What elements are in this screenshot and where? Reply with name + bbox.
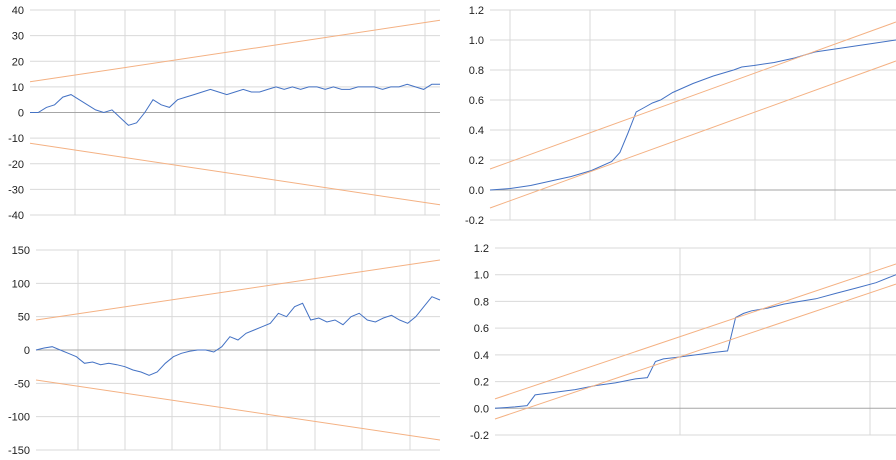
y-tick-label: 0 (18, 108, 24, 120)
y-tick-label: 0.0 (469, 185, 484, 197)
cusum-chart-top-left: 40 30 20 10 0 -10 -20 -30 -40 (8, 5, 441, 222)
y-tick-label: -10 (8, 133, 24, 145)
cusum-squares-chart-bottom-right: 1.2 1.0 0.8 0.6 0.4 0.2 0.0 -0.2 (470, 243, 896, 442)
y-tick-label: 0.8 (474, 296, 489, 308)
y-tick-label: 0 (24, 345, 30, 357)
y-tick-label: 150 (12, 245, 30, 257)
y-tick-label: -100 (8, 412, 30, 424)
y-tick-label: 1.2 (469, 5, 484, 17)
y-tick-label: -40 (8, 210, 24, 222)
y-tick-label: 0.8 (469, 65, 484, 77)
y-tick-label: 10 (12, 82, 24, 94)
lower-bound-line (489, 60, 896, 209)
y-tick-label: 1.2 (474, 243, 489, 255)
y-tick-label: -20 (8, 159, 24, 171)
y-tick-label: 30 (12, 31, 24, 43)
y-tick-label: 0.2 (469, 155, 484, 167)
y-tick-label: -30 (8, 184, 24, 196)
y-tick-label: -0.2 (465, 215, 484, 227)
series-line (494, 274, 896, 409)
series-line (30, 83, 440, 126)
series-line (35, 296, 441, 376)
y-tick-label: 0.4 (474, 350, 489, 362)
y-tick-label: -150 (8, 445, 30, 457)
cusum-squares-chart-top-right: 1.2 1.0 0.8 0.6 0.4 0.2 0.0 -0.2 (465, 5, 896, 227)
y-tick-label: -50 (14, 378, 30, 390)
y-tick-label: 1.0 (474, 270, 489, 282)
y-tick-label: 0.2 (474, 377, 489, 389)
upper-bound-line (494, 263, 896, 400)
y-tick-label: 40 (12, 5, 24, 17)
y-tick-label: -0.2 (470, 430, 489, 442)
y-tick-label: 0.4 (469, 125, 484, 137)
y-tick-label: 100 (12, 278, 30, 290)
y-tick-label: 1.0 (469, 35, 484, 47)
y-tick-label: 0.6 (469, 95, 484, 107)
y-tick-label: 20 (12, 56, 24, 68)
y-tick-label: 0.6 (474, 323, 489, 335)
cusum-chart-bottom-left: 150 100 50 0 -50 -100 -150 (8, 245, 441, 457)
lower-bound-line (35, 379, 441, 441)
upper-bound-line (29, 19, 441, 83)
y-tick-label: 0.0 (474, 403, 489, 415)
y-tick-label: 50 (18, 312, 30, 324)
upper-bound-line (489, 21, 896, 170)
lower-bound-line (29, 142, 441, 206)
upper-bound-line (35, 259, 441, 321)
lower-bound-line (494, 283, 896, 420)
